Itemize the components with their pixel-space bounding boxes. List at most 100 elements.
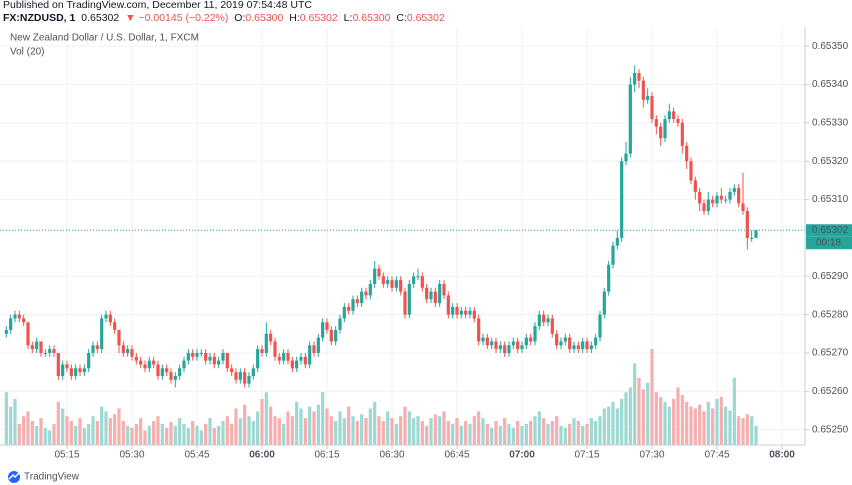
candle-body <box>9 318 13 330</box>
candle-body <box>550 318 554 334</box>
footer-logo <box>8 471 20 483</box>
candle-body <box>230 368 234 373</box>
candle-body <box>594 337 598 346</box>
volume-bar <box>212 427 216 445</box>
candle-body <box>91 345 95 353</box>
candle-body <box>442 283 446 296</box>
volume-bar <box>516 421 520 445</box>
x-tick-label: 07:45 <box>704 450 729 461</box>
candle-body <box>290 360 294 369</box>
volume-bar <box>208 418 212 445</box>
open-value: 0.65300 <box>245 12 283 24</box>
candle-body <box>303 356 307 365</box>
candle-body <box>373 268 377 284</box>
candle-body <box>286 352 290 361</box>
volume-bar <box>420 421 424 445</box>
candle-body <box>191 352 195 357</box>
y-tick-label: 0.65260 <box>812 386 849 397</box>
candle-body <box>52 349 56 353</box>
volume-bar <box>217 425 221 445</box>
candle-body <box>451 306 455 315</box>
candle-body <box>750 237 754 239</box>
candle-body <box>719 195 723 200</box>
candle-body <box>641 80 645 100</box>
change: ▼ −0.00145 (−0.22%) <box>125 12 228 24</box>
volume-bar <box>199 430 203 445</box>
volume-bar <box>754 425 758 445</box>
volume-bar <box>433 414 437 445</box>
candle-body <box>503 345 507 353</box>
volume-bar <box>494 421 498 445</box>
candle-body <box>165 368 169 373</box>
volume-bar <box>56 401 60 445</box>
candle-body <box>438 283 442 304</box>
volume-bar <box>165 427 169 445</box>
candle-body <box>238 372 242 380</box>
candle-body <box>61 364 65 376</box>
candle-body <box>737 188 741 204</box>
volume-bar <box>312 411 316 445</box>
x-tick-label: 06:45 <box>444 450 469 461</box>
candle-body <box>680 122 684 146</box>
volume-bar <box>95 421 99 445</box>
volume-bar <box>399 416 403 445</box>
candle-body <box>377 268 381 277</box>
candle-body <box>160 368 164 376</box>
candle-body <box>663 119 667 139</box>
candle-body <box>676 119 680 123</box>
candle-body <box>429 291 433 300</box>
volume-bar <box>507 423 511 445</box>
volume-bar <box>667 406 671 445</box>
logo-line <box>8 472 20 480</box>
candle-body <box>74 368 78 376</box>
candle-body <box>368 283 372 296</box>
candle-body <box>715 195 719 204</box>
x-tick-label: 06:15 <box>314 450 339 461</box>
candle-body <box>485 337 489 346</box>
volume-bar <box>750 416 754 445</box>
volume-bar <box>234 408 238 445</box>
volume-bar <box>702 411 706 445</box>
open-label: O: <box>234 12 245 24</box>
candle-body <box>152 360 156 365</box>
volume-bar <box>633 363 637 445</box>
candle-body <box>95 345 99 350</box>
volume-bar <box>282 423 286 445</box>
candle-body <box>412 276 416 284</box>
volume-bar <box>728 410 732 445</box>
volume-bar <box>546 423 550 445</box>
volume-bar <box>446 421 450 445</box>
volume-bar <box>321 392 325 445</box>
volume-bar <box>676 387 680 445</box>
volume-bar <box>342 418 346 445</box>
volume-bar <box>338 411 342 445</box>
volume-bar <box>737 416 741 445</box>
volume-bar <box>412 418 416 445</box>
candle-body <box>364 291 368 296</box>
candle-body <box>520 345 524 350</box>
candle-body <box>672 111 676 120</box>
volume-bar <box>490 427 494 445</box>
candle-body <box>130 349 134 357</box>
candle-body <box>689 161 693 181</box>
candle-body <box>338 318 342 330</box>
volume-bar <box>256 411 260 445</box>
volume-bar <box>303 418 307 445</box>
volume-bar <box>13 398 17 445</box>
candle-body <box>329 329 333 342</box>
low-label: L: <box>344 12 353 24</box>
candle-body <box>264 333 268 353</box>
candle-body <box>360 291 364 304</box>
candle-body <box>269 333 273 342</box>
candle-body <box>394 280 398 288</box>
volume-bar <box>442 411 446 445</box>
volume-bar <box>537 411 541 445</box>
candle-body <box>741 203 745 212</box>
volume-bar <box>78 418 82 445</box>
volume-bar <box>69 421 73 445</box>
candle-body <box>693 180 697 192</box>
candle-body <box>312 345 316 353</box>
volume-bar <box>134 423 138 445</box>
volume-bar <box>620 398 624 445</box>
candle-body <box>277 356 281 361</box>
